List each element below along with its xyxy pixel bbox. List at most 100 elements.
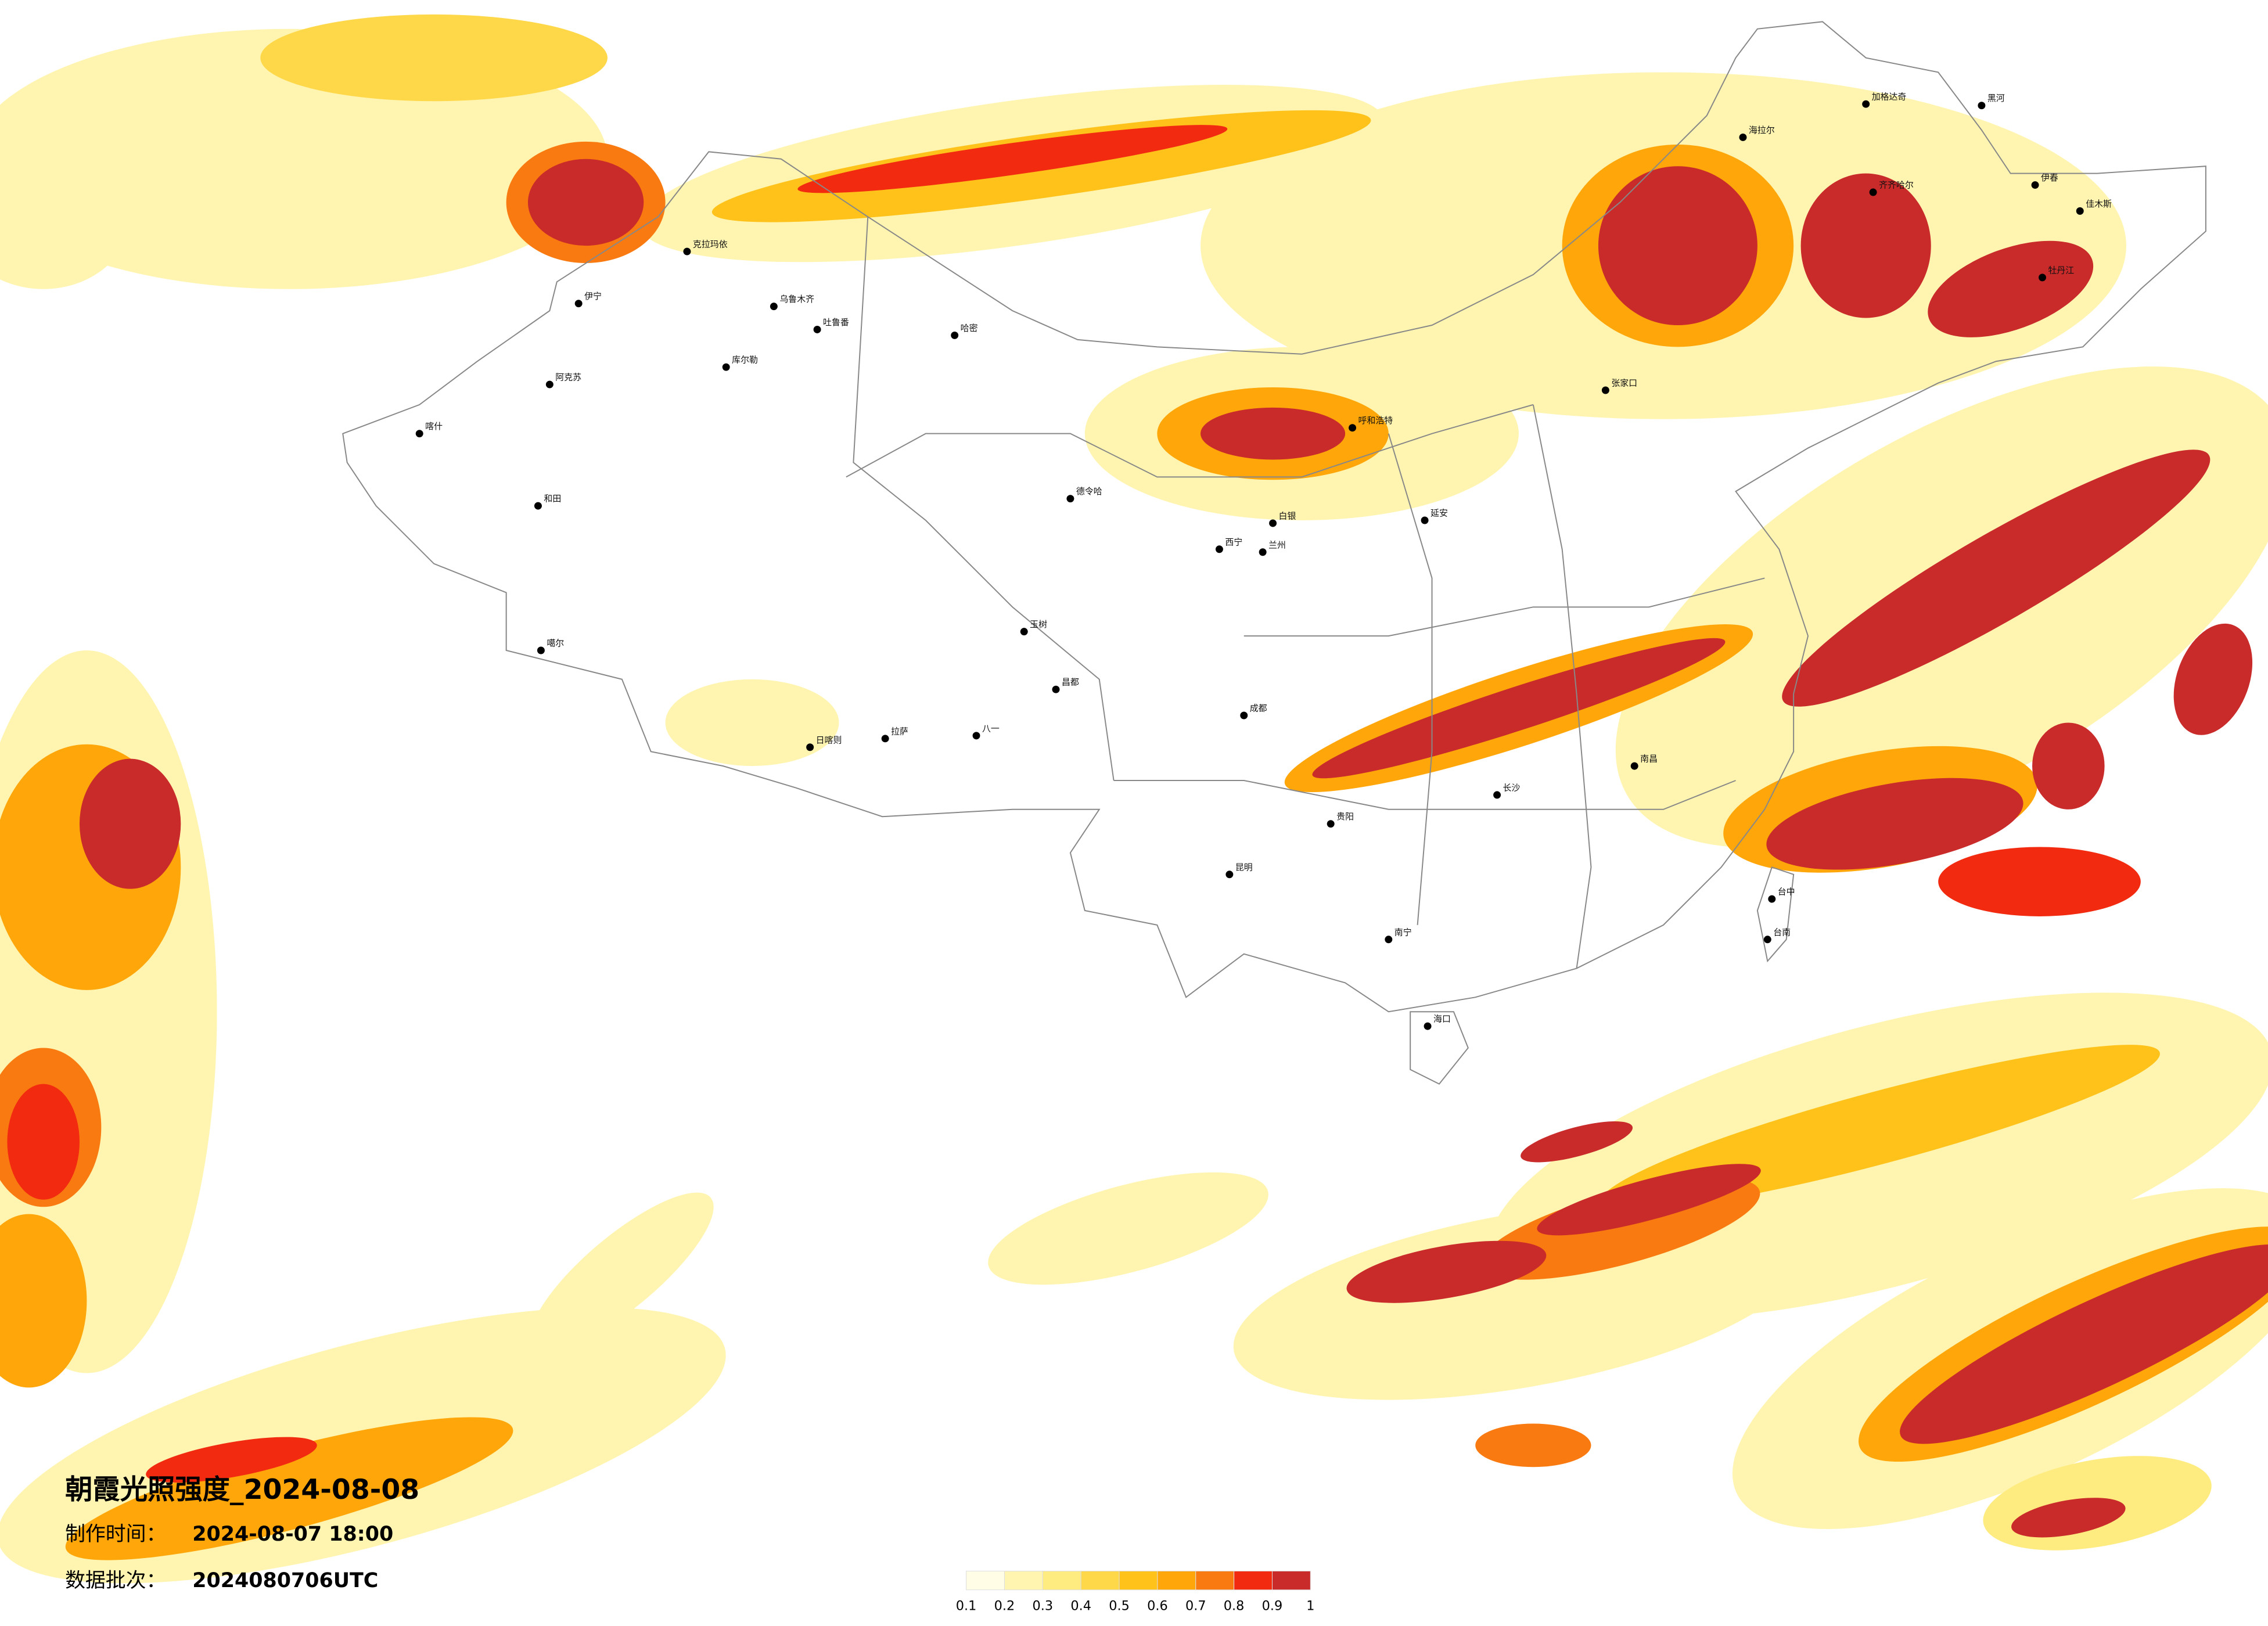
heat-area: [1782, 449, 2211, 707]
legend-swatch: [1195, 1570, 1235, 1591]
city-dot: [1020, 628, 1028, 636]
city-dot: [806, 743, 814, 751]
production-label: 制作时间：: [65, 1523, 166, 1546]
city-dot: [1349, 424, 1357, 432]
heat-area: [797, 125, 1228, 193]
city-dot: [537, 646, 545, 654]
city-label: 哈密: [961, 323, 978, 333]
city-label: 南昌: [1640, 754, 1658, 764]
city-dot: [1259, 548, 1267, 556]
heat-area: [2032, 722, 2105, 810]
city-label: 成都: [1250, 703, 1267, 714]
city-dot: [1768, 895, 1776, 903]
city-label: 加格达奇: [1872, 92, 1907, 102]
title: 朝霞光照强度_2024-08-08: [65, 1474, 419, 1506]
heat-area: [1938, 847, 2141, 916]
city-label: 阿克苏: [555, 372, 581, 383]
heat-area: [1928, 240, 2094, 337]
city-label: 黑河: [1987, 93, 2005, 103]
taiwan: [1756, 866, 1795, 963]
legend-tick-label: 0.5: [1109, 1599, 1130, 1614]
city-dot: [1327, 820, 1335, 828]
heat-area: [1201, 407, 1346, 460]
city-label: 昌都: [1062, 677, 1079, 688]
city-label: 呼和浩特: [1358, 415, 1393, 426]
city-label: 喀什: [425, 421, 443, 431]
province-line: [1243, 577, 1765, 637]
city-label: 伊宁: [584, 291, 602, 301]
province-line: [1113, 780, 1736, 810]
city-label: 兰州: [1268, 539, 1286, 550]
city-dot: [881, 735, 889, 743]
city-label: 台中: [1778, 887, 1795, 897]
legend-swatch: [1119, 1570, 1158, 1591]
city-dot: [1225, 870, 1234, 879]
city-label: 八一: [982, 723, 1000, 733]
city-label: 吐鲁番: [823, 317, 849, 328]
heat-area: [7, 1084, 80, 1200]
heat-area: [528, 159, 644, 246]
city-label: 昆明: [1235, 862, 1253, 872]
city-dot: [1869, 188, 1877, 196]
legend-swatch: [1234, 1570, 1273, 1591]
heat-area: [1346, 1240, 1547, 1303]
city-dot: [545, 380, 553, 388]
city-label: 乌鲁木齐: [779, 294, 814, 304]
legend-tick-label: 0.6: [1147, 1599, 1168, 1614]
city-dot: [1493, 791, 1501, 799]
city-dot: [1066, 495, 1074, 503]
heat-area: [1900, 1244, 2268, 1444]
legend-swatch: [1042, 1570, 1081, 1591]
city-label: 噶尔: [547, 638, 564, 649]
city-label: 西宁: [1225, 537, 1242, 547]
heat-area: [1521, 1121, 1633, 1163]
city-dot: [770, 303, 778, 311]
legend-tick-label: 1: [1306, 1599, 1314, 1614]
city-label: 伊春: [2041, 172, 2058, 183]
city-label: 长沙: [1503, 782, 1521, 793]
legend-swatch: [1080, 1570, 1120, 1591]
legend-swatch: [1004, 1570, 1043, 1591]
legend-tick-label: 0.3: [1033, 1599, 1054, 1614]
legend: 0.1 0.2 0.3 0.4 0.5 0.6 0.7 0.8 0.9 1: [956, 1570, 1314, 1614]
heat-area: [260, 14, 608, 102]
province-line: [846, 404, 1534, 478]
city-label: 张家口: [1611, 378, 1637, 388]
city-label: 克拉玛依: [693, 239, 728, 250]
city-dot: [1601, 386, 1609, 394]
legend-tick-label: 0.8: [1224, 1599, 1245, 1614]
city-label: 海拉尔: [1749, 125, 1775, 135]
heat-area: [1537, 1164, 1761, 1236]
city-dot: [1269, 519, 1277, 527]
heat-area: [65, 1417, 513, 1560]
city-dot: [2076, 207, 2084, 215]
city-dot: [2031, 181, 2039, 189]
heat-area: [1766, 778, 2023, 870]
city-dot: [1424, 1022, 1432, 1030]
heat-area: [1475, 1423, 1591, 1467]
city-label: 拉萨: [891, 726, 908, 736]
heat-area: [2173, 623, 2253, 735]
legend-tick-label: 0.7: [1185, 1599, 1206, 1614]
city-dot: [1240, 711, 1248, 720]
heat-layer: [0, 14, 2268, 1584]
country-outline: [342, 21, 2206, 1013]
city-label: 库尔勒: [732, 355, 758, 365]
city-label: 牡丹江: [2048, 265, 2074, 275]
heat-area: [2011, 1498, 2126, 1538]
city-label: 贵阳: [1336, 811, 1354, 822]
heat-area: [1312, 638, 1726, 779]
batch-label: 数据批次：: [65, 1569, 166, 1592]
heat-area: [1598, 166, 1757, 325]
city-dot: [1215, 545, 1223, 553]
city-dot: [1978, 102, 1986, 110]
city-dot: [574, 300, 583, 308]
city-dot: [951, 331, 959, 339]
city-dot: [2039, 274, 2046, 282]
boundary: [342, 21, 2206, 1085]
legend-tick-label: 0.2: [994, 1599, 1015, 1614]
city-dot: [1739, 133, 1747, 141]
city-label: 德令哈: [1076, 486, 1102, 497]
